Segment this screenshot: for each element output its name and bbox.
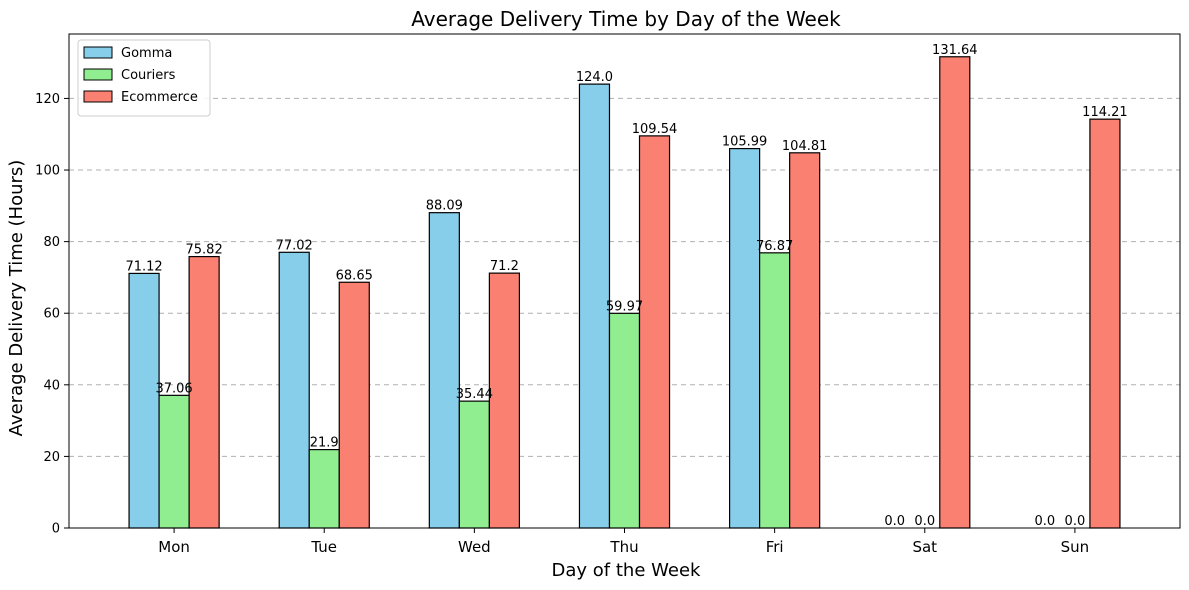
bar-ecommerce-tue (338, 281, 370, 529)
data-label: 114.21 (1082, 105, 1128, 120)
data-label: 0.0 (1035, 514, 1056, 529)
bar-couriers-mon (158, 394, 190, 529)
bar-gomma-mon (128, 272, 160, 529)
x-axis-label: Day of the Week (552, 560, 701, 581)
bar-gomma-thu (578, 83, 611, 529)
data-label: 124.0 (576, 70, 613, 85)
data-label: 109.54 (632, 122, 678, 137)
x-tick-label: Sun (1061, 538, 1090, 556)
legend: Gomma Couriers Ecommerce (77, 39, 211, 117)
y-tick-label: 100 (35, 164, 60, 179)
bar-ecommerce-mon (188, 255, 220, 529)
legend-label-ecommerce: Ecommerce (121, 90, 198, 105)
data-label: 59.97 (606, 299, 643, 314)
data-label: 76.87 (756, 239, 793, 254)
bar-couriers-thu (608, 312, 641, 529)
legend-swatch-gomma (83, 46, 113, 59)
legend-label-couriers: Couriers (121, 68, 176, 83)
bar-ecommerce-wed (488, 272, 521, 529)
x-tick-label: Thu (609, 538, 638, 556)
bar-couriers-fri (759, 252, 791, 529)
bar-ecommerce-sun (1089, 118, 1121, 529)
y-tick-label: 0 (52, 522, 60, 537)
data-label: 0.0 (1065, 514, 1086, 529)
y-tick-label: 60 (43, 307, 60, 322)
bar-gomma-wed (428, 212, 460, 529)
data-label: 77.02 (276, 238, 313, 253)
x-tick-label: Tue (310, 538, 337, 556)
axes: 0 20 40 60 80 100 120 Mon Tue Wed Thu Fri Sat Sun (35, 33, 1181, 556)
bar-couriers-tue (308, 449, 340, 529)
data-label: 88.09 (426, 199, 463, 214)
y-axis-label: Average Delivery Time (Hours) (6, 160, 27, 437)
bar-ecommerce-thu (638, 135, 671, 529)
y-tick-label: 20 (43, 450, 60, 465)
data-label: 68.65 (336, 268, 373, 283)
legend-swatch-couriers (83, 68, 113, 81)
data-label: 0.0 (884, 514, 905, 529)
x-tick-label: Mon (158, 538, 190, 556)
bars (128, 56, 1121, 529)
legend-swatch-ecommerce (83, 90, 113, 103)
data-label: 21.9 (310, 436, 339, 451)
y-tick-label: 80 (43, 235, 60, 250)
x-tick-label: Sat (912, 538, 937, 556)
bar-gomma-tue (278, 251, 310, 529)
bar-gomma-fri (728, 147, 761, 529)
data-label: 0.0 (914, 514, 935, 529)
data-label: 131.64 (932, 43, 978, 58)
data-label: 71.12 (125, 259, 162, 274)
bar-ecommerce-sat (939, 56, 971, 529)
data-label: 71.2 (490, 259, 519, 274)
data-labels: 71.12 77.02 88.09 124.0 105.99 0.0 0.0 37.06 21.… (125, 43, 1127, 529)
x-tick-label: Wed (458, 538, 491, 556)
legend-label-gomma: Gomma (121, 46, 172, 61)
data-label: 75.82 (186, 243, 223, 258)
chart-title: Average Delivery Time by Day of the Week (411, 7, 841, 31)
data-label: 35.44 (456, 387, 493, 402)
bar-ecommerce-fri (789, 152, 821, 529)
y-tick-label: 40 (43, 378, 60, 393)
data-label: 104.81 (782, 139, 828, 154)
data-label: 37.06 (155, 381, 192, 396)
x-tick-label: Fri (766, 538, 784, 556)
data-label: 105.99 (722, 135, 768, 150)
y-tick-label: 120 (35, 92, 60, 107)
bar-couriers-wed (458, 400, 490, 529)
